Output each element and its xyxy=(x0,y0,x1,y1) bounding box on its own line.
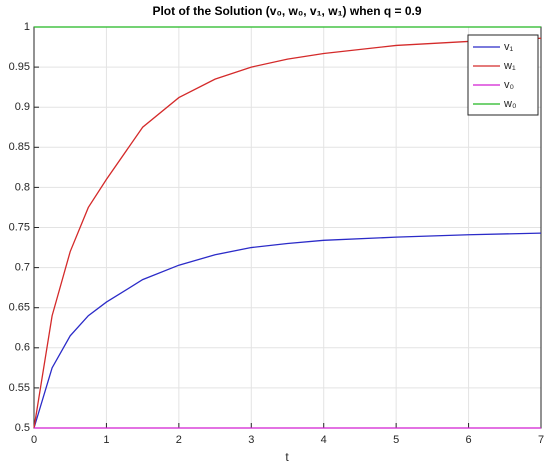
y-tick-label: 0.65 xyxy=(9,302,30,314)
y-tick-label: 0.7 xyxy=(15,262,30,274)
x-tick-label: 2 xyxy=(176,434,182,446)
x-tick-label: 6 xyxy=(466,434,472,446)
legend-label: v₁ xyxy=(504,41,514,53)
series-line xyxy=(33,232,542,429)
legend-label: w₀ xyxy=(503,98,517,110)
x-tick-label: 7 xyxy=(538,434,544,446)
series-line xyxy=(33,37,542,429)
legend-label: v₀ xyxy=(504,79,514,91)
y-tick-label: 0.8 xyxy=(15,181,30,193)
y-tick-label: 0.6 xyxy=(15,342,30,354)
x-tick-label: 3 xyxy=(248,434,254,446)
y-tick-label: 0.55 xyxy=(9,382,30,394)
chart-title: Plot of the Solution (v₀, w₀, v₁, w₁) wh… xyxy=(152,4,421,18)
x-tick-label: 5 xyxy=(393,434,399,446)
legend-label: w₁ xyxy=(503,60,516,72)
y-tick-label: 0.95 xyxy=(9,61,30,73)
y-tick-label: 0.9 xyxy=(15,101,30,113)
legend-box xyxy=(467,34,539,116)
x-tick-label: 4 xyxy=(321,434,327,446)
y-tick-label: 0.75 xyxy=(9,221,30,233)
y-tick-label: 0.5 xyxy=(15,422,30,434)
x-tick-label: 1 xyxy=(103,434,109,446)
y-tick-label: 0.85 xyxy=(9,141,30,153)
x-tick-label: 0 xyxy=(31,434,37,446)
y-tick-label: 1 xyxy=(24,21,30,33)
x-axis-label: t xyxy=(285,450,289,464)
